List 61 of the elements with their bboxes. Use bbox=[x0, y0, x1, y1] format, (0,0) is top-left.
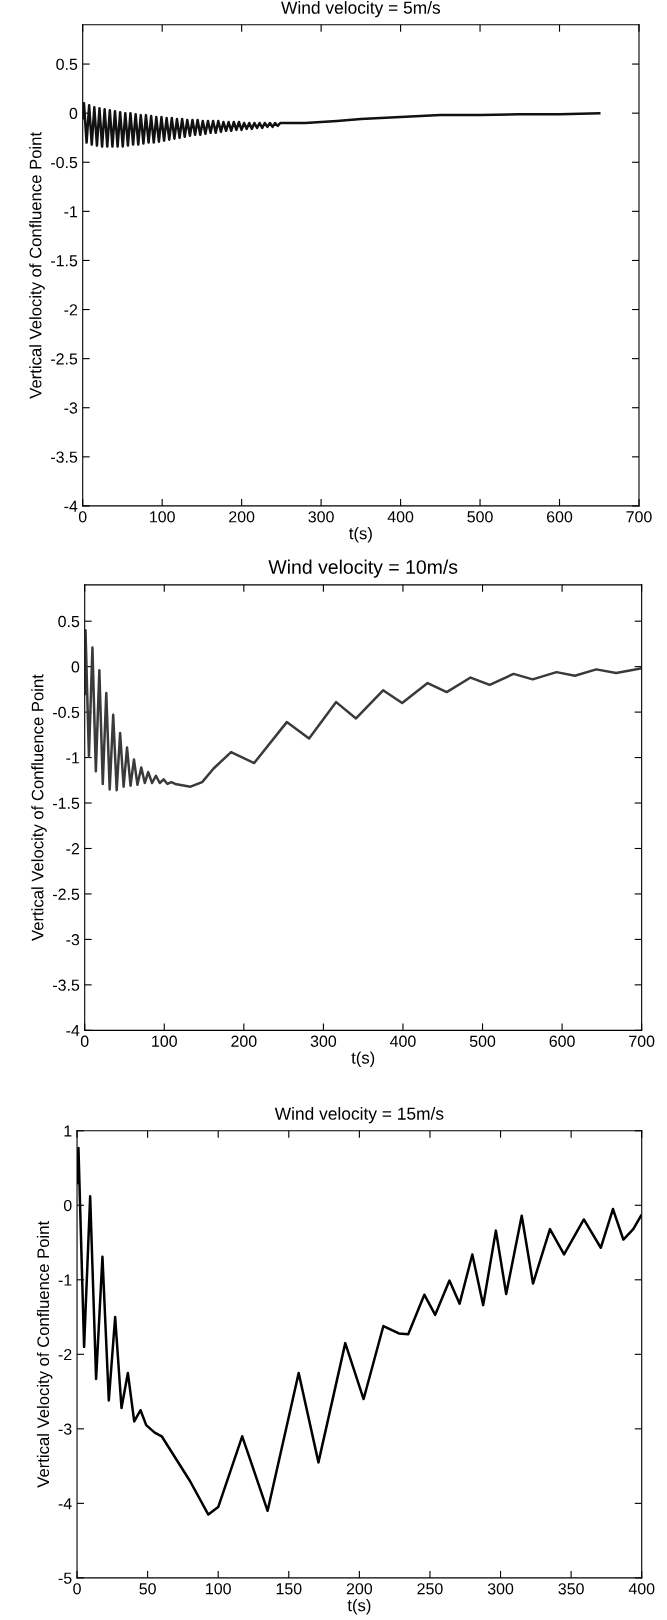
x-tick-label: 700 bbox=[626, 511, 652, 523]
y-tick-label: -3 bbox=[64, 402, 78, 414]
x-tick-label: 200 bbox=[231, 1035, 257, 1047]
y-tick-label: -2.5 bbox=[51, 353, 78, 365]
y-axis-title: Vertical Velocity of Confluence Point bbox=[29, 132, 45, 399]
x-tick-label: 0 bbox=[80, 1035, 89, 1047]
x-tick-label: 300 bbox=[308, 511, 334, 523]
y-tick-label: -5 bbox=[58, 1572, 72, 1584]
line-series bbox=[84, 629, 642, 792]
x-tick-label: 100 bbox=[150, 511, 175, 523]
x-tick-label: 50 bbox=[139, 1583, 156, 1595]
y-tick-label: -0.5 bbox=[51, 156, 78, 169]
y-axis-title: Vertical Velocity of Confluence Point bbox=[36, 1221, 53, 1488]
x-tick-label: 600 bbox=[549, 1035, 575, 1047]
y-tick-label: -1.5 bbox=[51, 255, 78, 267]
y-tick-label: -1.5 bbox=[53, 797, 80, 809]
y-tick-label: 0 bbox=[63, 1199, 72, 1212]
y-tick-label: -0.5 bbox=[53, 706, 80, 719]
x-tick-label: 300 bbox=[487, 1583, 514, 1595]
chart-title: Wind velocity = 5m/s bbox=[281, 1, 441, 18]
x-tick-label: 400 bbox=[628, 1583, 655, 1595]
y-tick-label: -1 bbox=[66, 752, 80, 764]
y-tick-label: -4 bbox=[66, 1025, 80, 1037]
x-tick-label: 400 bbox=[387, 511, 414, 523]
y-tick-label: -3.5 bbox=[53, 979, 80, 991]
x-tick-label: 500 bbox=[467, 511, 493, 523]
y-tick-label: -4 bbox=[64, 500, 78, 512]
chart-title: Wind velocity = 10m/s bbox=[268, 559, 458, 578]
x-tick-label: 100 bbox=[152, 1035, 177, 1047]
x-axis-title: t(s) bbox=[347, 1599, 371, 1615]
x-tick-label: 100 bbox=[206, 1583, 231, 1595]
x-tick-label: 600 bbox=[547, 511, 573, 523]
x-tick-label: 200 bbox=[229, 511, 255, 523]
y-tick-label: -2.5 bbox=[53, 888, 80, 900]
x-tick-label: 700 bbox=[629, 1035, 655, 1047]
x-axis-title: t(s) bbox=[349, 527, 372, 543]
y-tick-label: 1 bbox=[64, 1125, 72, 1137]
x-tick-label: 200 bbox=[346, 1583, 373, 1595]
y-tick-label: -1 bbox=[64, 206, 78, 218]
x-tick-label: 300 bbox=[310, 1035, 337, 1047]
x-tick-label: 350 bbox=[558, 1583, 584, 1595]
chart-title: Wind velocity = 15m/s bbox=[274, 1107, 444, 1124]
y-tick-label: -4 bbox=[58, 1498, 72, 1510]
x-tick-label: 250 bbox=[417, 1583, 443, 1595]
y-tick-label: -2 bbox=[66, 843, 80, 855]
y-tick-label: -3 bbox=[66, 934, 80, 946]
x-tick-label: 400 bbox=[390, 1035, 416, 1047]
y-tick-label: -3 bbox=[58, 1423, 72, 1435]
y-axis-title: Vertical Velocity of Confluence Point bbox=[31, 674, 47, 941]
line-series bbox=[82, 102, 601, 148]
x-tick-label: 150 bbox=[276, 1583, 302, 1595]
x-tick-label: 500 bbox=[469, 1035, 496, 1047]
y-tick-label: 0 bbox=[69, 107, 78, 120]
y-tick-label: 0.5 bbox=[58, 615, 80, 628]
y-tick-label: -2 bbox=[58, 1348, 72, 1361]
y-tick-label: -1 bbox=[58, 1274, 72, 1286]
y-tick-label: 0.5 bbox=[56, 58, 78, 71]
y-tick-label: -3.5 bbox=[51, 451, 78, 463]
y-tick-label: -2 bbox=[64, 304, 78, 316]
y-tick-label: 0 bbox=[71, 661, 80, 673]
x-axis-title: t(s) bbox=[351, 1051, 375, 1067]
